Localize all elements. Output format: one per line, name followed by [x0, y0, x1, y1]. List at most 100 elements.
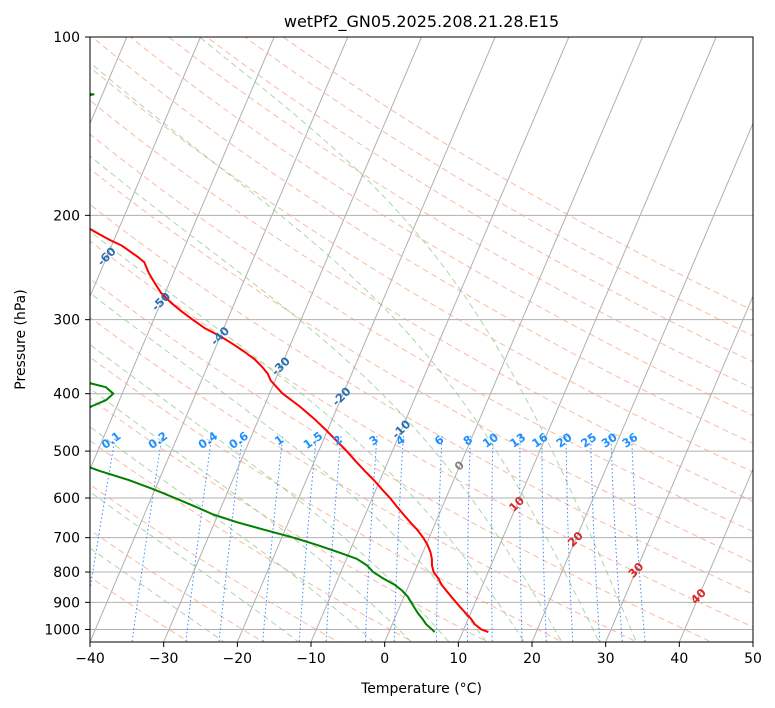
temperature-profile-line — [90, 227, 489, 633]
isotherm-label: 30 — [625, 559, 646, 580]
dry-adiabat — [90, 440, 414, 642]
dewpoint-profile-line — [90, 92, 436, 633]
dry-adiabat — [90, 483, 340, 642]
isotherm-label: 0 — [451, 458, 467, 474]
x-tick-label: −10 — [296, 651, 326, 667]
y-tick-label: 900 — [53, 595, 80, 611]
y-tick-label: 200 — [53, 208, 80, 224]
skewed-isotherm — [236, 37, 496, 642]
x-tick-label: 0 — [380, 651, 389, 667]
mixing-ratio-line — [262, 435, 284, 642]
mixing-ratio-label: 36 — [619, 430, 640, 451]
mixing-ratio-label: 6 — [432, 432, 447, 448]
mixing-ratio-line — [519, 435, 523, 642]
mixing-ratio-label: 1.5 — [301, 429, 326, 452]
mixing-ratio-line — [631, 435, 646, 642]
skewed-isotherm — [0, 10, 65, 654]
dry-adiabat — [90, 133, 753, 533]
mixing-ratio-line — [218, 435, 244, 642]
x-tick-label: 40 — [670, 651, 688, 667]
dry-adiabat — [90, 529, 265, 642]
y-tick-label: 600 — [53, 491, 80, 507]
skewed-isotherm — [90, 37, 128, 125]
skewed-isotherm — [90, 37, 275, 471]
y-axis-label: Pressure (hPa) — [13, 289, 29, 389]
dry-adiabat — [90, 66, 753, 473]
x-tick-label: 30 — [597, 651, 615, 667]
mixing-ratio-line — [491, 435, 494, 642]
isotherm-label: -20 — [329, 384, 354, 409]
y-tick-label: 400 — [53, 387, 80, 403]
mixing-ratio-label: 0.4 — [195, 429, 220, 452]
x-tick-label: 20 — [523, 651, 541, 667]
dry-adiabat — [244, 37, 753, 337]
mixing-ratio-label: 20 — [553, 430, 574, 451]
dry-adiabat — [90, 99, 753, 502]
y-tick-label: 700 — [53, 531, 80, 547]
mixing-ratio-label: 10 — [480, 430, 501, 451]
mixing-ratio-line — [90, 435, 117, 593]
mixing-ratio-line — [565, 435, 574, 642]
dry-adiabat — [91, 37, 753, 445]
skewed-isotherm — [163, 37, 423, 642]
moist-adiabat — [90, 230, 525, 642]
moist-adiabat — [90, 491, 300, 642]
mixing-ratio-line — [325, 435, 342, 642]
plot-frame — [89, 36, 754, 643]
skewed-isotherm — [531, 122, 753, 642]
moist-adiabat — [90, 547, 225, 642]
moist-adiabat — [90, 426, 375, 642]
skewed-isotherm — [678, 467, 753, 642]
mixing-ratio-line — [610, 435, 623, 642]
mixing-ratio-line — [298, 435, 317, 642]
y-tick-label: 300 — [53, 313, 80, 329]
y-tick-label: 1000 — [44, 622, 80, 638]
mixing-ratio-line — [364, 435, 378, 642]
skewed-isotherm — [90, 37, 202, 298]
isotherm-label: -30 — [268, 354, 293, 379]
skewed-isotherm — [310, 37, 570, 642]
dry-adiabat — [90, 397, 489, 642]
dry-adiabat — [129, 37, 753, 417]
skewed-isotherm — [457, 37, 717, 642]
x-tick-label: −40 — [75, 651, 105, 667]
mixing-ratio-label: 30 — [599, 430, 620, 451]
dry-adiabat — [90, 316, 639, 642]
isotherm-label: -80 — [0, 153, 10, 178]
chart-title: wetPf2_GN05.2025.208.21.28.E15 — [284, 12, 559, 32]
isotherm-label: -40 — [208, 324, 233, 349]
isotherm-label: -60 — [94, 244, 119, 269]
skewed-isotherm — [752, 640, 753, 642]
x-axis-label: Temperature (°C) — [360, 681, 482, 697]
skewed-isotherm — [90, 37, 349, 642]
moist-adiabat — [90, 387, 413, 642]
moist-adiabat — [199, 37, 637, 642]
y-tick-label: 100 — [53, 30, 80, 46]
moist-adiabat — [90, 155, 563, 642]
mixing-ratio-label: 0.2 — [145, 429, 170, 452]
mixing-ratio-line — [541, 435, 547, 642]
mixing-ratio-label: 13 — [507, 430, 528, 451]
isotherm-label: 40 — [688, 586, 709, 607]
x-tick-label: 50 — [744, 651, 762, 667]
mixing-ratio-line — [590, 435, 601, 642]
y-tick-label: 500 — [53, 444, 80, 460]
isotherm-label: -10 — [389, 417, 414, 442]
x-tick-label: −30 — [149, 651, 179, 667]
dry-adiabat — [205, 37, 753, 363]
moist-adiabat — [90, 292, 488, 642]
mixing-ratio-line — [466, 435, 471, 642]
skewed-isotherm — [384, 37, 644, 642]
skewed-isotherm — [605, 295, 753, 642]
dry-adiabat — [90, 356, 564, 642]
mixing-ratio-label: 1 — [272, 432, 287, 448]
dry-adiabat — [90, 240, 753, 628]
dry-adiabat — [282, 37, 753, 312]
mixing-ratio-line — [131, 435, 163, 642]
x-tick-label: 10 — [449, 651, 467, 667]
mixing-ratio-line — [435, 435, 443, 642]
mixing-ratio-line — [185, 435, 213, 642]
isotherm-label: 20 — [565, 529, 586, 550]
isotherm-label: -50 — [149, 289, 174, 314]
